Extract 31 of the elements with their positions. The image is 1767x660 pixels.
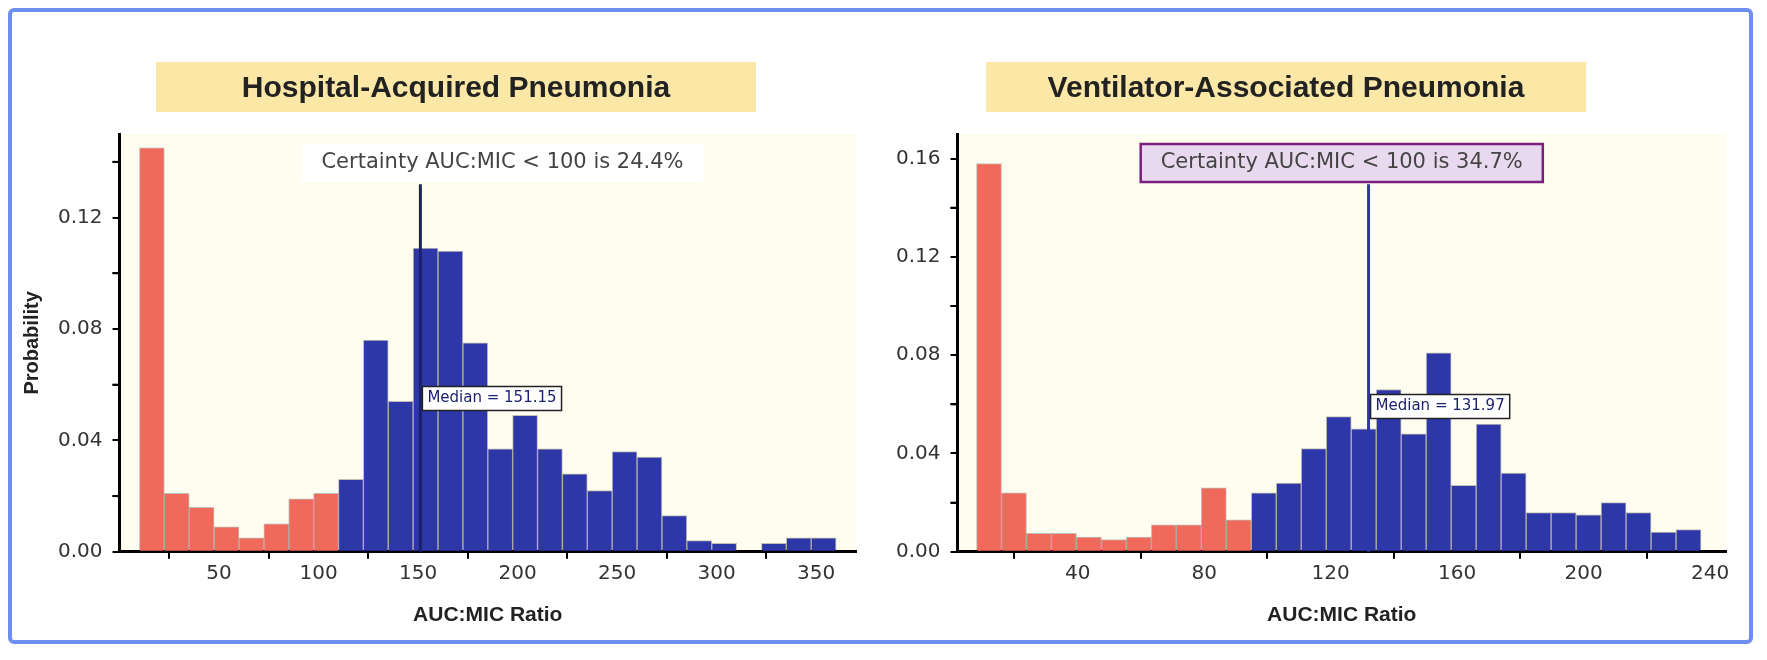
y-axis-title: Probability — [19, 290, 42, 395]
y-tick-label: 0.00 — [58, 538, 103, 562]
y-tick-label: 0.16 — [896, 144, 941, 169]
x-tick-label: 40 — [1064, 560, 1091, 584]
chart-title: Hospital-Acquired Pneumonia — [156, 62, 756, 112]
y-tick-label: 0.12 — [58, 203, 103, 228]
x-tick-label: 250 — [598, 560, 637, 584]
annotation: Certainty AUC:MIC < 100 is 34.7% — [1160, 149, 1523, 174]
x-axis-title: AUC:MIC Ratio — [1267, 602, 1417, 626]
x-tick-label: 160 — [1438, 560, 1477, 584]
y-tick-label: 0.08 — [896, 341, 941, 366]
x-tick-label: 100 — [299, 560, 338, 584]
x-tick-label: 300 — [697, 560, 736, 584]
y-tick-label: 0.04 — [896, 439, 941, 464]
ref-line-label: Median = 151.15 — [427, 388, 557, 407]
annotation: Certainty AUC:MIC < 100 is 24.4% — [321, 149, 684, 174]
y-tick-label: 0.12 — [896, 243, 941, 268]
y-tick-label: 0.08 — [58, 315, 103, 340]
x-tick-label: 240 — [1691, 560, 1730, 584]
x-tick-label: 120 — [1311, 560, 1350, 584]
x-tick-label: 80 — [1191, 560, 1217, 584]
x-tick-label: 350 — [797, 560, 836, 584]
chart-title: Ventilator-Associated Pneumonia — [986, 62, 1586, 112]
x-tick-label: 150 — [399, 560, 438, 584]
y-tick-label: 0.04 — [58, 426, 103, 451]
x-axis-title: AUC:MIC Ratio — [413, 602, 563, 626]
x-tick-label: 200 — [498, 560, 537, 584]
y-tick-label: 0.00 — [896, 538, 941, 562]
x-tick-label: 50 — [206, 560, 232, 584]
x-tick-label: 200 — [1564, 560, 1603, 584]
ref-line-label: Median = 131.97 — [1375, 396, 1505, 415]
